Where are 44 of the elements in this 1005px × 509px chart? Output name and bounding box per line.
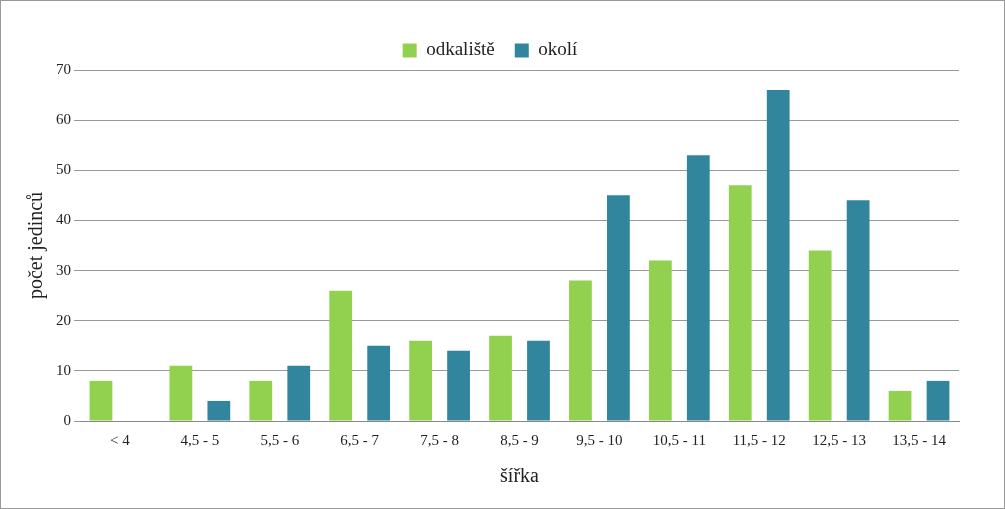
bar: [287, 365, 311, 421]
bar: [329, 290, 353, 421]
y-tick-label: 20: [56, 311, 71, 328]
x-tick-label: 8,5 - 9: [500, 431, 539, 448]
bar: [409, 340, 432, 421]
bar: [527, 340, 550, 421]
x-tick-label: 10,5 - 11: [652, 431, 706, 448]
y-tick-label: 10: [56, 361, 71, 378]
x-tick-label: 9,5 - 10: [576, 431, 623, 448]
bar: [607, 195, 630, 421]
y-tick-label: 50: [56, 161, 71, 178]
x-tick-label: 6,5 - 7: [340, 431, 380, 448]
bar: [447, 350, 470, 421]
y-tick-label: 60: [56, 111, 71, 128]
x-axis-title: šířka: [500, 464, 540, 487]
bar: [846, 200, 870, 421]
bar: [648, 260, 672, 421]
bar: [169, 365, 193, 421]
legend-label: okolí: [538, 38, 579, 60]
x-tick-label: 4,5 - 5: [180, 431, 220, 448]
bar: [569, 280, 592, 421]
x-tick-label: 7,5 - 8: [420, 431, 459, 448]
bar: [489, 335, 512, 421]
bar: [89, 380, 113, 421]
x-tick-label: 12,5 - 13: [812, 431, 867, 448]
y-axis-title: počet jedinců: [24, 191, 48, 300]
bar: [926, 380, 950, 421]
bar: [728, 185, 752, 421]
y-tick-label: 30: [56, 261, 71, 278]
x-tick-label: < 4: [110, 431, 131, 448]
y-tick-label: 40: [56, 211, 71, 228]
bar: [249, 380, 273, 421]
bar: [207, 400, 231, 421]
x-tick-label: 5,5 - 6: [260, 431, 300, 448]
bar: [766, 90, 790, 421]
bar: [367, 345, 391, 421]
bar: [686, 155, 710, 421]
bar: [808, 250, 832, 421]
x-tick-label: 13,5 - 14: [892, 431, 947, 448]
legend-label: odkaliště: [426, 38, 495, 60]
bar: [888, 390, 912, 421]
y-tick-label: 70: [56, 60, 71, 77]
y-tick-label: 0: [63, 411, 71, 428]
x-tick-label: 11,5 - 12: [732, 431, 786, 448]
